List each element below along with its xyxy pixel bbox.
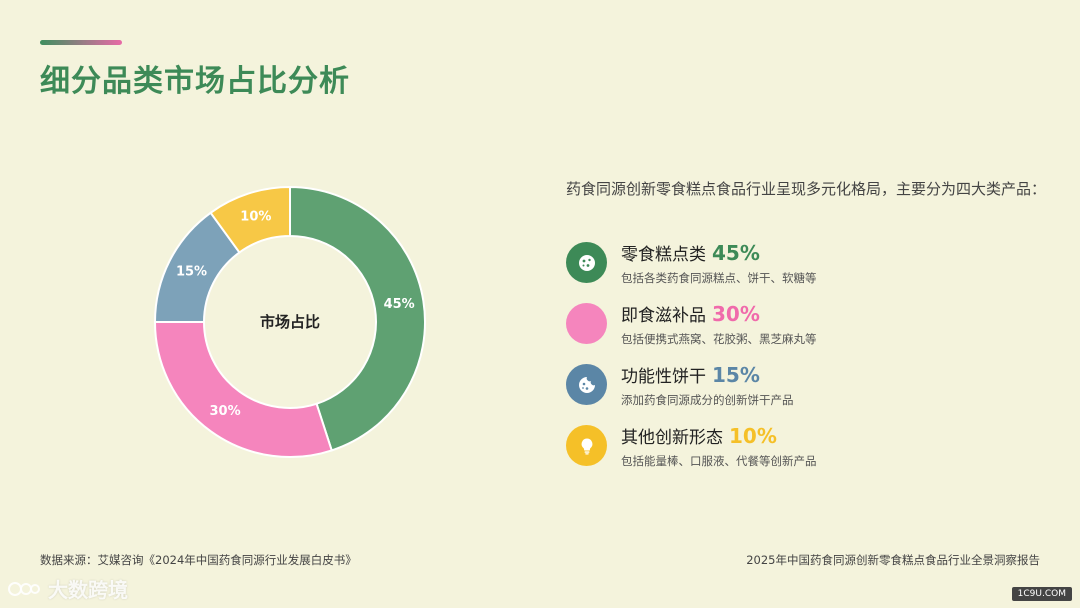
category-list: 零食糕点类 45% 包括各类药食同源糕点、饼干、软糖等 即食滋补品 30% 包括便携…: [566, 241, 1046, 486]
category-name: 零食糕点类 45%: [621, 241, 760, 265]
category-desc: 包括能量棒、口服液、代餐等创新产品: [621, 454, 817, 468]
category-item-snacks: 零食糕点类 45% 包括各类药食同源糕点、饼干、软糖等: [566, 241, 1046, 303]
cookie-bite-icon: [566, 364, 607, 405]
category-item-other: 其他创新形态 10% 包括能量棒、口服液、代餐等创新产品: [566, 424, 1046, 486]
donut-slice-2: [153, 321, 333, 458]
donut-data-label-3: 15%: [176, 264, 207, 279]
lightbulb-icon: [566, 425, 607, 466]
page-title: 细分品类市场占比分析: [40, 64, 350, 99]
category-name: 即食滋补品 30%: [621, 302, 760, 326]
intro-text: 药食同源创新零食糕点食品行业呈现多元化格局，主要分为四大类产品：: [566, 180, 1047, 198]
category-desc: 包括便携式燕窝、花胶粥、黑芝麻丸等: [621, 332, 817, 346]
category-name: 其他创新形态 10%: [621, 424, 777, 448]
category-percent: 30%: [712, 302, 760, 326]
donut-data-label-1: 45%: [384, 297, 415, 312]
category-percent: 15%: [712, 363, 760, 387]
category-item-tonics: 即食滋补品 30% 包括便携式燕窝、花胶粥、黑芝麻丸等: [566, 302, 1046, 364]
category-desc: 添加药食同源成分的创新饼干产品: [621, 393, 794, 407]
donut-data-label-4: 10%: [240, 209, 271, 224]
cookie-icon: [566, 242, 607, 283]
report-title: 2025年中国药食同源创新零食糕点食品行业全景洞察报告: [746, 553, 1040, 567]
category-name: 功能性饼干 15%: [621, 363, 760, 387]
watermark-icon: [8, 581, 40, 596]
blank-icon: [566, 303, 607, 344]
category-item-biscuits: 功能性饼干 15% 添加药食同源成分的创新饼干产品: [566, 363, 1046, 425]
watermark-text: 大数跨境: [48, 578, 128, 602]
donut-data-label-2: 30%: [209, 404, 240, 419]
title-accent-bar: [40, 40, 122, 45]
category-percent: 10%: [729, 424, 777, 448]
donut-center-label: 市场占比: [260, 313, 320, 331]
site-badge: 1C9U.COM: [1011, 587, 1072, 601]
donut-chart: 45% 30% 15% 10% 市场占比: [153, 185, 426, 458]
category-percent: 45%: [712, 241, 760, 265]
donut-slice-1: [289, 185, 426, 452]
category-desc: 包括各类药食同源糕点、饼干、软糖等: [621, 271, 817, 285]
data-source: 数据来源：艾媒咨询《2024年中国药食同源行业发展白皮书》: [40, 553, 357, 567]
watermark-logo: 大数跨境: [8, 574, 128, 603]
donut-slice-4: [209, 185, 291, 254]
